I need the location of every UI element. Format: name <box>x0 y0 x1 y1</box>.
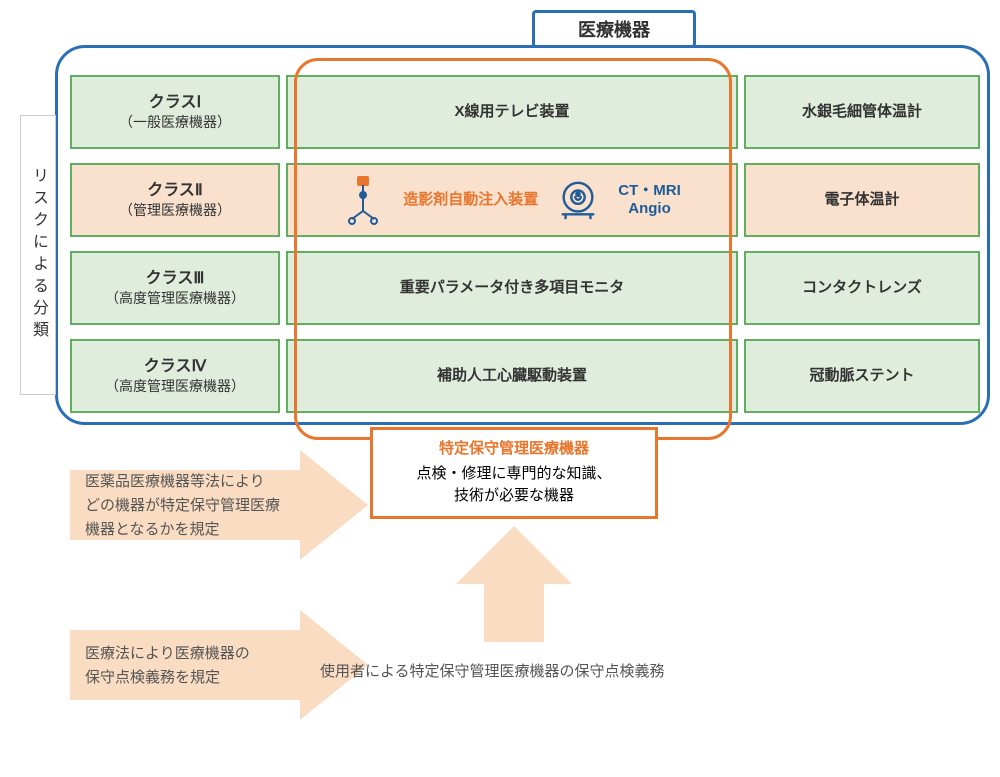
note-left-2: 医療法により医療機器の 保守点検義務を規定 <box>85 642 250 690</box>
note-left-1: 医薬品医療機器等法により どの機器が特定保守管理医療 機器となるかを規定 <box>85 470 280 542</box>
side-risk-label: リスクによる分類 <box>20 115 56 395</box>
definition-title: 特定保守管理医療機器 <box>439 438 589 461</box>
note-left-2-l1: 医療法により医療機器の <box>85 645 250 662</box>
note-bottom-center: 使用者による特定保守管理医療機器の保守点検義務 <box>320 660 665 684</box>
arrow-up <box>454 524 574 644</box>
note-left-1-l3: 機器となるかを規定 <box>85 521 220 538</box>
definition-box: 特定保守管理医療機器 点検・修理に専門的な知識、 技術が必要な機器 <box>370 427 658 519</box>
definition-line1: 点検・修理に専門的な知識、 <box>416 463 611 486</box>
note-left-1-l1: 医薬品医療機器等法により <box>85 473 265 490</box>
top-title-box: 医療機器 <box>532 10 696 48</box>
note-left-2-l2: 保守点検義務を規定 <box>85 669 220 686</box>
note-left-1-l2: どの機器が特定保守管理医療 <box>85 497 280 514</box>
orange-frame <box>294 58 732 440</box>
definition-line2: 技術が必要な機器 <box>454 485 574 508</box>
